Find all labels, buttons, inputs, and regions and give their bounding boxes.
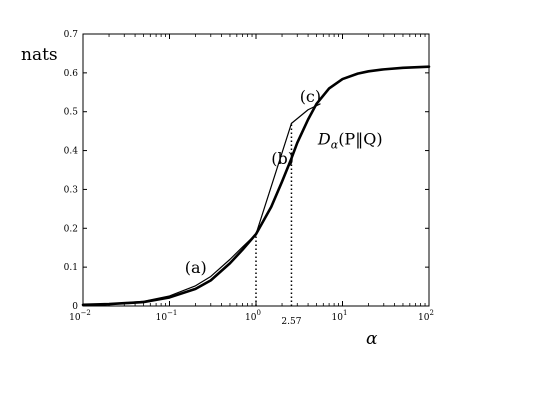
curve-annotation: (a) (185, 258, 207, 277)
y-tick-label: 0.6 (64, 69, 79, 79)
y-tick-label: 0.3 (64, 185, 79, 195)
series-lines (81, 65, 431, 307)
x-extra-tick-label: 2.57 (281, 317, 301, 327)
y-tick-label: 0.1 (64, 263, 78, 273)
x-tick-label: 101 (332, 309, 348, 323)
curve-annotation: Dα(P‖Q) (317, 130, 383, 152)
series-line-approx-2 (255, 122, 293, 235)
y-tick-label: 0.7 (64, 30, 79, 40)
vertical-dotted-guides (255, 123, 293, 306)
curve-annotations: (a) (b) (c) Dα(P‖Q) (185, 87, 383, 277)
series-line-divergence (81, 65, 431, 307)
x-axis-ticks: 10−2 10−1 100 101 102 2.57 (69, 34, 434, 327)
x-tick-label: 10−2 (69, 309, 91, 323)
curve-annotation: (c) (300, 87, 321, 106)
y-tick-label: 0.5 (64, 108, 79, 118)
series-line-approx-1 (82, 233, 257, 306)
y-tick-label: 0.2 (64, 224, 78, 234)
x-tick-label: 100 (245, 309, 261, 323)
series-line-approx-3 (290, 103, 321, 124)
x-tick-label: 10−1 (156, 309, 178, 323)
y-tick-label: 0.4 (64, 147, 79, 157)
curve-annotation: (b) (271, 149, 294, 168)
x-axis-label: α (366, 329, 378, 349)
y-axis-label: nats (21, 45, 58, 65)
y-tick-label: 0 (72, 302, 78, 312)
y-axis-ticks: 0 0.1 0.2 0.3 0.4 0.5 0.6 0.7 (64, 30, 429, 312)
x-tick-label: 102 (418, 309, 434, 323)
